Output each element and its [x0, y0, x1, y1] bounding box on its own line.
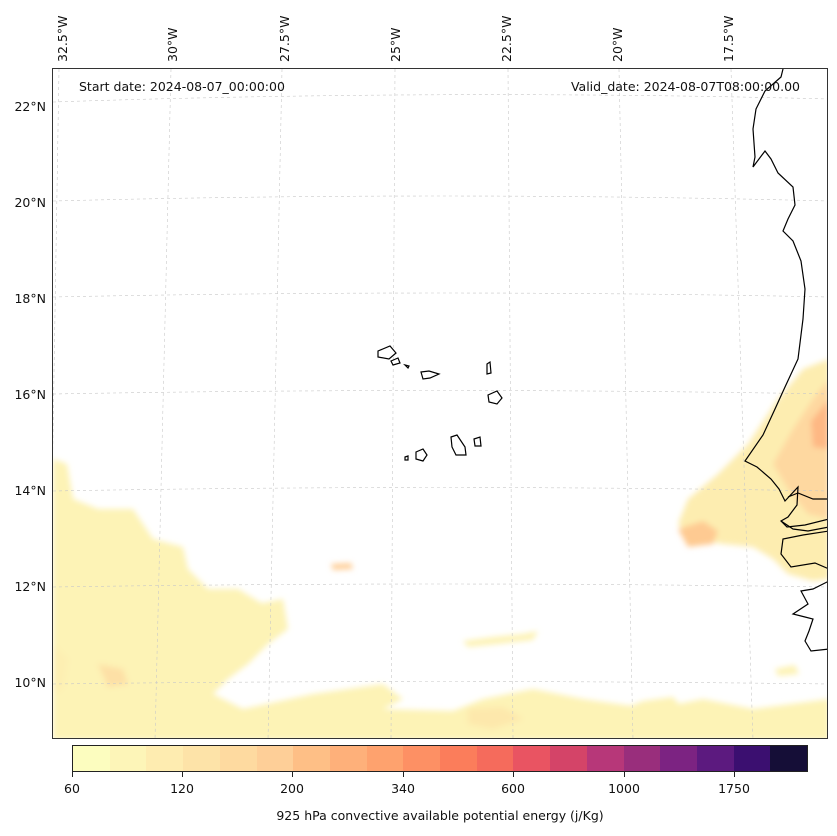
colorbar-swatch: [550, 746, 587, 771]
island-maio: [473, 436, 482, 447]
colorbar-tick: [292, 772, 293, 777]
island-sao-vicente: [390, 357, 401, 366]
lon-label-25w: 25°W: [388, 27, 403, 62]
lat-label-18n: 18°N: [14, 291, 46, 306]
island-fogo: [415, 448, 428, 462]
colorbar-swatch: [770, 746, 808, 771]
coastline-guinea-bissau: [780, 520, 827, 532]
colorbar-swatch: [403, 746, 441, 771]
colorbar-label-340: 340: [391, 781, 415, 796]
colorbar-swatch: [366, 746, 404, 771]
colorbar-swatch: [329, 746, 367, 771]
colorbar-swatch: [440, 746, 477, 771]
lon-label-32-5w: 32.5°W: [55, 15, 70, 62]
cape-region-strip-10n: [463, 631, 538, 647]
colorbar-swatch: [513, 746, 551, 771]
cape-region-east-core: [773, 381, 827, 519]
cape-region-east-main: [678, 359, 827, 581]
colorbar-swatch: [623, 746, 661, 771]
colorbar-tick: [72, 772, 73, 777]
lat-label-20n: 20°N: [14, 195, 46, 210]
cape-region-strip-18w: [618, 697, 683, 722]
coastline-gambia: [787, 492, 827, 500]
cape-region-mid-patch: [148, 599, 203, 679]
coastline-africa: [744, 69, 827, 652]
island-boa-vista: [487, 390, 503, 405]
coastline: [744, 69, 827, 652]
colorbar-tick: [513, 772, 514, 777]
cape-region-west-tongue: [53, 459, 148, 589]
colorbar-title: 925 hPa convective available potential e…: [276, 808, 604, 823]
cape-region-west-lower: [53, 644, 68, 694]
colorbar-swatch: [219, 746, 257, 771]
island-sal: [486, 360, 492, 375]
colorbar-swatch: [476, 746, 514, 771]
island-brava: [404, 455, 409, 461]
cape-verde-islands: [377, 345, 503, 462]
colorbar-swatch: [696, 746, 734, 771]
cape-region-hot-south: [468, 707, 523, 729]
cape-region-east-hot: [811, 401, 827, 449]
colorbar-swatch: [256, 746, 294, 771]
colorbar-label-60: 60: [64, 781, 80, 796]
colorbar-swatch: [183, 746, 220, 771]
cape-region-east-blob: [678, 521, 718, 547]
colorbar-swatch: [109, 746, 147, 771]
colorbar-swatch: [73, 746, 110, 771]
map-area[interactable]: Start date: 2024-08-07_00:00:00 Valid_da…: [52, 68, 828, 739]
lat-label-22n: 22°N: [14, 99, 46, 114]
lon-label-22-5w: 22.5°W: [499, 15, 514, 62]
colorbar-label-120: 120: [170, 781, 194, 796]
cape-region-blob-17w: [775, 665, 799, 676]
lon-label-27-5w: 27.5°W: [277, 15, 292, 62]
island-santo-antao: [377, 345, 397, 360]
colorbar-swatch: [293, 746, 330, 771]
lon-label-30w: 30°W: [165, 27, 180, 62]
cape-region-patch-27w: [208, 589, 283, 644]
cape-field: [53, 359, 827, 738]
colorbar-tick: [734, 772, 735, 777]
map-canvas: [53, 69, 827, 738]
colorbar-swatch: [146, 746, 184, 771]
colorbar-tick: [624, 772, 625, 777]
cape-region-hot-west: [98, 664, 128, 687]
graticule: [53, 69, 827, 738]
lat-label-12n: 12°N: [14, 579, 46, 594]
cape-region-blob-12n: [331, 563, 353, 570]
island-santiago: [450, 434, 467, 456]
lat-label-16n: 16°N: [14, 387, 46, 402]
colorbar-tick: [403, 772, 404, 777]
lon-label-20w: 20°W: [610, 27, 625, 62]
valid-date-label: Valid_date: 2024-08-07T08:00:00.00: [570, 79, 800, 94]
lat-label-14n: 14°N: [14, 483, 46, 498]
start-date-label: Start date: 2024-08-07_00:00:00: [79, 79, 285, 94]
colorbar-swatch: [660, 746, 697, 771]
cape-region-southwest: [53, 459, 827, 738]
colorbar: [72, 745, 808, 772]
island-santa-luzia: [403, 363, 410, 370]
colorbar-tick: [182, 772, 183, 777]
colorbar-label-600: 600: [501, 781, 525, 796]
colorbar-label-200: 200: [280, 781, 304, 796]
colorbar-swatch: [586, 746, 624, 771]
lon-label-17-5w: 17.5°W: [721, 15, 736, 62]
colorbar-label-1750: 1750: [718, 781, 750, 796]
colorbar-swatch: [733, 746, 771, 771]
island-sao-nicolau: [420, 370, 441, 380]
colorbar-label-1000: 1000: [608, 781, 640, 796]
lat-label-10n: 10°N: [14, 675, 46, 690]
